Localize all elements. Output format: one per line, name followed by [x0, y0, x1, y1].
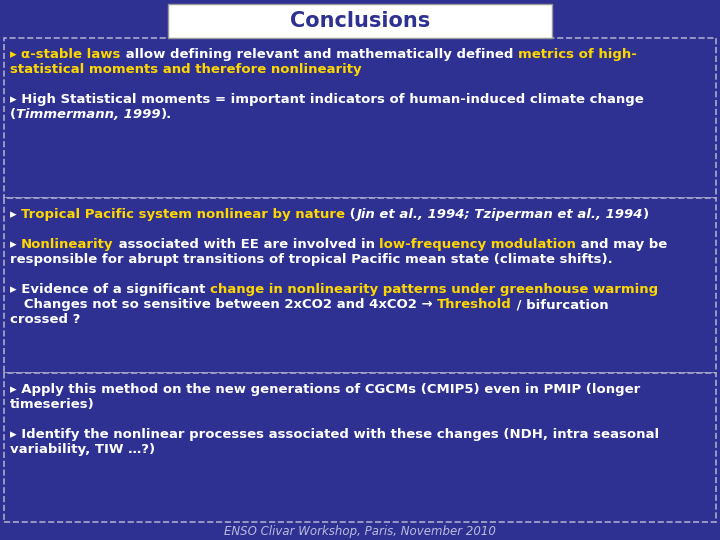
Text: Timmermann, 1999: Timmermann, 1999 — [16, 108, 161, 121]
Text: ▸: ▸ — [10, 208, 22, 221]
Text: change in nonlinearity patterns under greenhouse warming: change in nonlinearity patterns under gr… — [210, 283, 658, 296]
Text: ENSO Clivar Workshop, Paris, November 2010: ENSO Clivar Workshop, Paris, November 20… — [224, 524, 496, 537]
Text: timeseries): timeseries) — [10, 398, 95, 411]
Text: (: ( — [10, 108, 16, 121]
Text: Jin et al., 1994; Tziperman et al., 1994: Jin et al., 1994; Tziperman et al., 1994 — [356, 208, 642, 221]
Text: Conclusions: Conclusions — [290, 11, 430, 31]
Text: low-frequency modulation: low-frequency modulation — [379, 238, 576, 251]
Text: metrics of high-: metrics of high- — [518, 48, 636, 61]
FancyBboxPatch shape — [4, 38, 716, 198]
Text: ▸: ▸ — [10, 48, 22, 61]
Text: ▸ Evidence of a significant: ▸ Evidence of a significant — [10, 283, 210, 296]
FancyBboxPatch shape — [168, 4, 552, 38]
Text: Threshold: Threshold — [437, 298, 512, 311]
Text: / bifurcation: / bifurcation — [512, 298, 608, 311]
Text: ).: ). — [161, 108, 172, 121]
Text: Nonlinearity: Nonlinearity — [22, 238, 114, 251]
Text: crossed ?: crossed ? — [10, 313, 81, 326]
Text: responsible for abrupt transitions of tropical Pacific mean state (climate shift: responsible for abrupt transitions of tr… — [10, 253, 613, 266]
Text: ▸: ▸ — [10, 238, 22, 251]
Text: and may be: and may be — [576, 238, 667, 251]
FancyBboxPatch shape — [4, 198, 716, 373]
Text: ▸ High Statistical moments = important indicators of human-induced climate chang: ▸ High Statistical moments = important i… — [10, 93, 644, 106]
Text: (: ( — [346, 208, 356, 221]
Text: variability, TIW …?): variability, TIW …?) — [10, 443, 155, 456]
Text: Changes not so sensitive between 2xCO2 and 4xCO2 →: Changes not so sensitive between 2xCO2 a… — [10, 298, 437, 311]
Text: ): ) — [642, 208, 649, 221]
Text: associated with EE are involved in: associated with EE are involved in — [114, 238, 379, 251]
Text: ▸ Identify the nonlinear processes associated with these changes (NDH, intra sea: ▸ Identify the nonlinear processes assoc… — [10, 428, 659, 441]
Text: statistical moments and therefore nonlinearity: statistical moments and therefore nonlin… — [10, 63, 361, 76]
FancyBboxPatch shape — [4, 373, 716, 522]
Text: Tropical Pacific system nonlinear by nature: Tropical Pacific system nonlinear by nat… — [22, 208, 346, 221]
Text: ▸ Apply this method on the new generations of CGCMs (CMIP5) even in PMIP (longer: ▸ Apply this method on the new generatio… — [10, 383, 640, 396]
Text: α-stable laws: α-stable laws — [22, 48, 121, 61]
Text: allow defining relevant and mathematically defined: allow defining relevant and mathematical… — [121, 48, 518, 61]
